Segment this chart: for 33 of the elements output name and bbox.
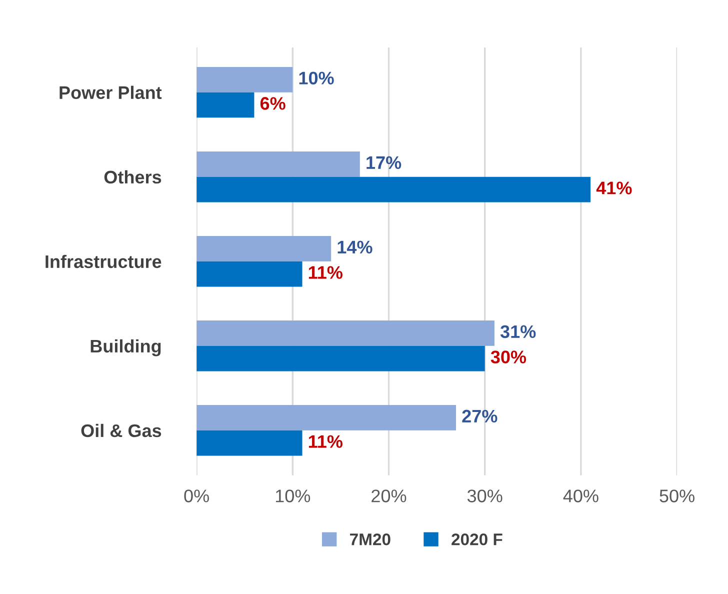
x-tick-label: 30%	[467, 490, 502, 502]
x-tick-label: 10%	[276, 490, 310, 502]
bar	[196, 430, 302, 456]
bar	[196, 236, 332, 262]
y-tick-label: Oil & Gas	[81, 424, 162, 438]
legend-label: 2020 F	[452, 533, 502, 546]
bar	[196, 346, 485, 372]
data-label: 41%	[596, 182, 632, 194]
x-tick-label: 0%	[184, 490, 209, 502]
y-tick-label: Building	[90, 339, 161, 356]
data-label: 30%	[490, 350, 526, 364]
y-tick-label: Infrastructure	[46, 254, 162, 268]
x-tick-label: 40%	[563, 490, 598, 502]
x-tick-label: 20%	[372, 490, 406, 502]
bar	[196, 151, 360, 177]
data-label: 11%	[308, 435, 342, 448]
bar	[196, 66, 293, 92]
bar	[196, 405, 456, 430]
bar	[196, 92, 254, 118]
bar	[196, 261, 302, 287]
legend-label: 7M20	[350, 533, 390, 546]
x-tick-label: 50%	[660, 490, 694, 502]
data-label: 27%	[462, 410, 498, 423]
data-label: 31%	[500, 325, 536, 338]
bar	[196, 176, 591, 202]
data-label: 14%	[338, 240, 372, 254]
data-label: 17%	[366, 156, 402, 169]
data-label: 11%	[308, 266, 342, 279]
y-tick-label: Power Plant	[60, 86, 162, 100]
bar	[196, 320, 494, 346]
y-tick-label: Others	[104, 170, 162, 184]
data-label: 6%	[260, 97, 286, 110]
data-label: 10%	[299, 72, 334, 84]
